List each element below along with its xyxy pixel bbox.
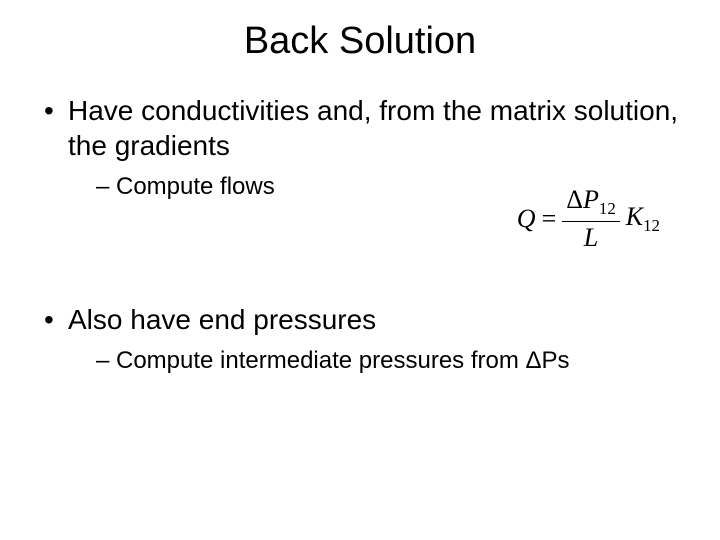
bullet-2-sub-text: Compute intermediate pressures from ΔPs (116, 347, 570, 374)
eq-equals: = (542, 204, 557, 234)
bullet-list-2: Also have end pressures Compute intermed… (40, 302, 680, 376)
eq-lhs: Q (517, 204, 536, 234)
eq-delta: Δ (566, 185, 583, 214)
eq-numerator: ΔP12 (562, 186, 620, 222)
bullet-2: Also have end pressures Compute intermed… (40, 302, 680, 376)
eq-K-letter: K (626, 202, 643, 231)
eq-P: P (583, 185, 599, 214)
bullet-2-text: Also have end pressures (68, 304, 376, 335)
bullet-2-sub: Compute intermediate pressures from ΔPs (96, 345, 680, 376)
eq-num-sub: 12 (599, 199, 616, 218)
bullet-2-sublist: Compute intermediate pressures from ΔPs (68, 345, 680, 376)
slide-title: Back Solution (0, 0, 720, 93)
bullet-1-sub-text: Compute flows (116, 173, 275, 200)
eq-K: K12 (626, 202, 660, 236)
eq-fraction: ΔP12 L (562, 186, 620, 252)
slide: Back Solution Have conductivities and, f… (0, 0, 720, 540)
flow-equation: Q = ΔP12 L K12 (517, 186, 660, 252)
eq-K-sub: 12 (643, 216, 660, 235)
equation-row: Q = ΔP12 L K12 (517, 186, 660, 252)
eq-denominator: L (584, 222, 598, 253)
bullet-1-text: Have conductivities and, from the matrix… (68, 95, 678, 161)
